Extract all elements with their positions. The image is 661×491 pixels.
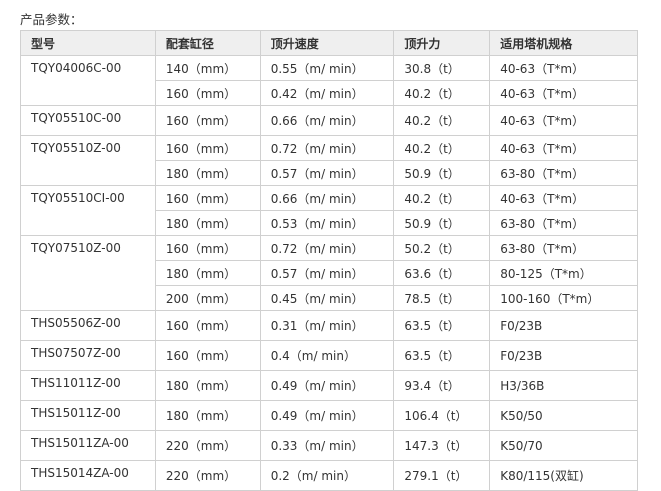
lifting-force-cell: 279.1（t）: [393, 460, 491, 491]
applicable-crane-cell: 40-63（T*m）: [489, 105, 638, 136]
model-cell: THS05506Z-00: [20, 310, 156, 341]
lifting-force-cell: 93.4（t）: [393, 370, 491, 401]
lifting-speed-cell: 0.57（m/ min）: [259, 160, 395, 186]
applicable-crane-cell: F0/23B: [489, 310, 638, 341]
table-row: THS05506Z-00 160（mm） 0.31（m/ min） 63.5（t） F0…: [20, 310, 638, 341]
cylinder-diameter-cell: 220（mm）: [154, 460, 261, 491]
lifting-speed-cell: 0.42（m/ min）: [259, 80, 395, 106]
lifting-speed-cell: 0.33（m/ min）: [259, 430, 395, 461]
lifting-force-cell: 30.8（t）: [393, 55, 491, 81]
lifting-force-cell: 40.2（t）: [393, 135, 491, 161]
model-cell: TQY05510Z-00: [20, 135, 156, 186]
applicable-crane-cell: 40-63（T*m）: [489, 185, 638, 211]
header-applicable-crane: 适用塔机规格: [489, 30, 638, 56]
lifting-force-cell: 147.3（t）: [393, 430, 491, 461]
cylinder-diameter-cell: 160（mm）: [154, 340, 261, 371]
lifting-speed-cell: 0.31（m/ min）: [259, 310, 395, 341]
table-row: TQY04006C-00 140（mm） 0.55（m/ min） 30.8（t） 40…: [20, 55, 638, 106]
table-row: 180（mm） 0.57（m/ min） 50.9（t） 63-80（T*m）: [21, 160, 638, 186]
cylinder-diameter-cell: 220（mm）: [154, 430, 261, 461]
lifting-force-cell: 106.4（t）: [393, 400, 491, 431]
cylinder-diameter-cell: 160（mm）: [154, 235, 261, 261]
applicable-crane-cell: 100-160（T*m）: [489, 285, 638, 311]
model-cell: TQY05510CI-00: [20, 185, 156, 236]
cylinder-diameter-cell: 180（mm）: [154, 370, 261, 401]
table-row: 200（mm） 0.45（m/ min） 78.5（t） 100-160（T*m）: [21, 285, 638, 311]
table-row: 160（mm） 0.42（m/ min） 40.2（t） 40-63（T*m）: [21, 80, 638, 106]
applicable-crane-cell: 63-80（T*m）: [489, 210, 638, 236]
table-header-row: 型号 配套缸径 顶升速度 顶升力 适用塔机规格: [20, 30, 638, 56]
applicable-crane-cell: 80-125（T*m）: [489, 260, 638, 286]
model-cell: THS15011Z-00: [20, 400, 156, 431]
lifting-speed-cell: 0.72（m/ min）: [259, 235, 395, 261]
table-row: TQY07510Z-00 160（mm） 0.72（m/ min） 50.2（t） 63…: [20, 235, 638, 311]
lifting-speed-cell: 0.49（m/ min）: [259, 370, 395, 401]
applicable-crane-cell: K50/50: [489, 400, 638, 431]
lifting-force-cell: 63.5（t）: [393, 340, 491, 371]
table-row: TQY05510C-00 160（mm） 0.66（m/ min） 40.2（t） 40…: [20, 105, 638, 136]
model-cell: THS15011ZA-00: [20, 430, 156, 461]
lifting-force-cell: 63.5（t）: [393, 310, 491, 341]
table-row: THS15011Z-00 180（mm） 0.49（m/ min） 106.4（t） K…: [20, 400, 638, 431]
applicable-crane-cell: H3/36B: [489, 370, 638, 401]
applicable-crane-cell: 40-63（T*m）: [489, 80, 638, 106]
applicable-crane-cell: 63-80（T*m）: [489, 160, 638, 186]
lifting-speed-cell: 0.49（m/ min）: [259, 400, 395, 431]
model-cell: TQY04006C-00: [20, 55, 156, 106]
lifting-force-cell: 50.2（t）: [393, 235, 491, 261]
cylinder-diameter-cell: 160（mm）: [154, 105, 261, 136]
header-model: 型号: [20, 30, 156, 56]
product-parameters-table: 型号 配套缸径 顶升速度 顶升力 适用塔机规格 TQY04006C-00 140（…: [20, 30, 638, 491]
cylinder-diameter-cell: 140（mm）: [154, 55, 261, 81]
lifting-speed-cell: 0.55（m/ min）: [259, 55, 395, 81]
applicable-crane-cell: F0/23B: [489, 340, 638, 371]
model-cell: THS15014ZA-00: [20, 460, 156, 491]
model-cell: TQY07510Z-00: [20, 235, 156, 311]
lifting-speed-cell: 0.57（m/ min）: [259, 260, 395, 286]
lifting-force-cell: 50.9（t）: [393, 210, 491, 236]
model-cell: TQY05510C-00: [20, 105, 156, 136]
lifting-speed-cell: 0.66（m/ min）: [259, 105, 395, 136]
lifting-force-cell: 78.5（t）: [393, 285, 491, 311]
model-cell: THS11011Z-00: [20, 370, 156, 401]
table-row: THS15014ZA-00 220（mm） 0.2（m/ min） 279.1（t） K…: [20, 460, 638, 491]
cylinder-diameter-cell: 160（mm）: [154, 185, 261, 211]
cylinder-diameter-cell: 160（mm）: [154, 80, 261, 106]
cylinder-diameter-cell: 180（mm）: [154, 160, 261, 186]
lifting-force-cell: 40.2（t）: [393, 105, 491, 136]
lifting-speed-cell: 0.53（m/ min）: [259, 210, 395, 236]
lifting-force-cell: 40.2（t）: [393, 185, 491, 211]
lifting-speed-cell: 0.2（m/ min）: [259, 460, 395, 491]
table-row: 180（mm） 0.57（m/ min） 63.6（t） 80-125（T*m）: [21, 260, 638, 286]
cylinder-diameter-cell: 200（mm）: [154, 285, 261, 311]
table-row: THS11011Z-00 180（mm） 0.49（m/ min） 93.4（t） H3…: [20, 370, 638, 401]
applicable-crane-cell: K80/115(双缸): [489, 460, 638, 491]
applicable-crane-cell: 63-80（T*m）: [489, 235, 638, 261]
header-lifting-force: 顶升力: [393, 30, 491, 56]
lifting-force-cell: 50.9（t）: [393, 160, 491, 186]
lifting-speed-cell: 0.45（m/ min）: [259, 285, 395, 311]
lifting-speed-cell: 0.66（m/ min）: [259, 185, 395, 211]
lifting-speed-cell: 0.72（m/ min）: [259, 135, 395, 161]
applicable-crane-cell: K50/70: [489, 430, 638, 461]
cylinder-diameter-cell: 180（mm）: [154, 400, 261, 431]
table-row: TQY05510Z-00 160（mm） 0.72（m/ min） 40.2（t） 40…: [20, 135, 638, 186]
cylinder-diameter-cell: 160（mm）: [154, 135, 261, 161]
applicable-crane-cell: 40-63（T*m）: [489, 55, 638, 81]
table-row: 180（mm） 0.53（m/ min） 50.9（t） 63-80（T*m）: [21, 210, 638, 236]
cylinder-diameter-cell: 180（mm）: [154, 260, 261, 286]
section-title: 产品参数：: [20, 12, 83, 27]
table-row: THS15011ZA-00 220（mm） 0.33（m/ min） 147.3（t）…: [20, 430, 638, 461]
header-cylinder-diameter: 配套缸径: [154, 30, 261, 56]
lifting-force-cell: 63.6（t）: [393, 260, 491, 286]
lifting-force-cell: 40.2（t）: [393, 80, 491, 106]
cylinder-diameter-cell: 180（mm）: [154, 210, 261, 236]
cylinder-diameter-cell: 160（mm）: [154, 310, 261, 341]
model-cell: THS07507Z-00: [20, 340, 156, 371]
table-row: TQY05510CI-00 160（mm） 0.66（m/ min） 40.2（t） 4…: [20, 185, 638, 236]
lifting-speed-cell: 0.4（m/ min）: [259, 340, 395, 371]
applicable-crane-cell: 40-63（T*m）: [489, 135, 638, 161]
table-row: THS07507Z-00 160（mm） 0.4（m/ min） 63.5（t） F0/…: [20, 340, 638, 371]
header-lifting-speed: 顶升速度: [259, 30, 395, 56]
